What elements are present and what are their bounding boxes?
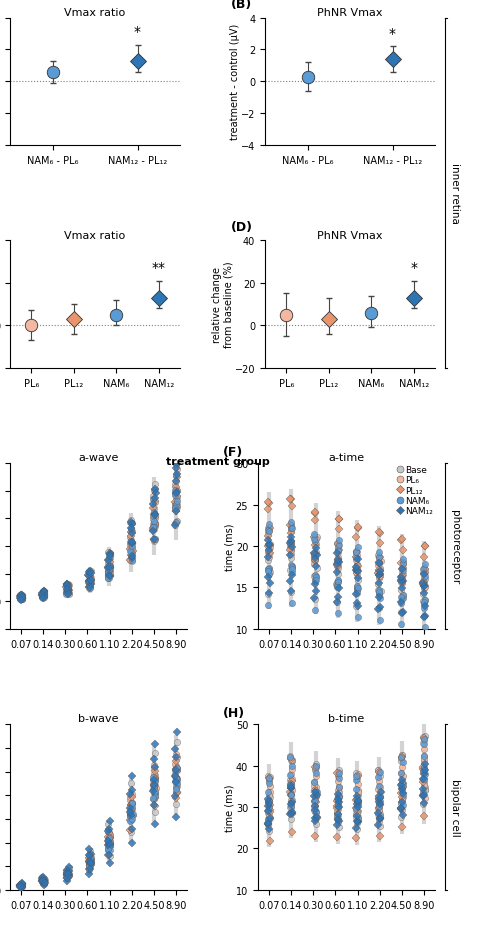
Text: (B): (B) bbox=[231, 0, 252, 11]
Y-axis label: time (ms): time (ms) bbox=[224, 783, 234, 831]
Title: PhNR Vmax: PhNR Vmax bbox=[318, 230, 383, 240]
Title: a-wave: a-wave bbox=[78, 453, 118, 463]
Legend: Base, PL₆, PL₁₂, NAM₆, NAM₁₂: Base, PL₆, PL₁₂, NAM₆, NAM₁₂ bbox=[397, 465, 433, 515]
Text: (D): (D) bbox=[231, 221, 253, 234]
Text: *: * bbox=[134, 25, 141, 39]
Title: b-wave: b-wave bbox=[78, 714, 119, 724]
Text: *: * bbox=[389, 27, 396, 41]
Y-axis label: relative change
from baseline (%): relative change from baseline (%) bbox=[212, 261, 234, 348]
Text: treatment group: treatment group bbox=[166, 457, 270, 466]
Title: Vmax ratio: Vmax ratio bbox=[64, 7, 126, 18]
Title: b-time: b-time bbox=[328, 714, 364, 724]
Title: PhNR Vmax: PhNR Vmax bbox=[318, 7, 383, 18]
Text: photoreceptor: photoreceptor bbox=[450, 509, 460, 583]
Y-axis label: treatment - control (µV): treatment - control (µV) bbox=[230, 24, 239, 140]
Text: inner retina: inner retina bbox=[450, 163, 460, 224]
Title: a-time: a-time bbox=[328, 453, 364, 463]
Text: **: ** bbox=[152, 261, 166, 275]
Title: Vmax ratio: Vmax ratio bbox=[64, 230, 126, 240]
Text: *: * bbox=[410, 261, 417, 275]
Y-axis label: time (ms): time (ms) bbox=[224, 523, 234, 570]
Text: (H): (H) bbox=[222, 706, 244, 719]
Text: (F): (F) bbox=[222, 445, 243, 458]
Text: bipolar cell: bipolar cell bbox=[450, 779, 460, 836]
